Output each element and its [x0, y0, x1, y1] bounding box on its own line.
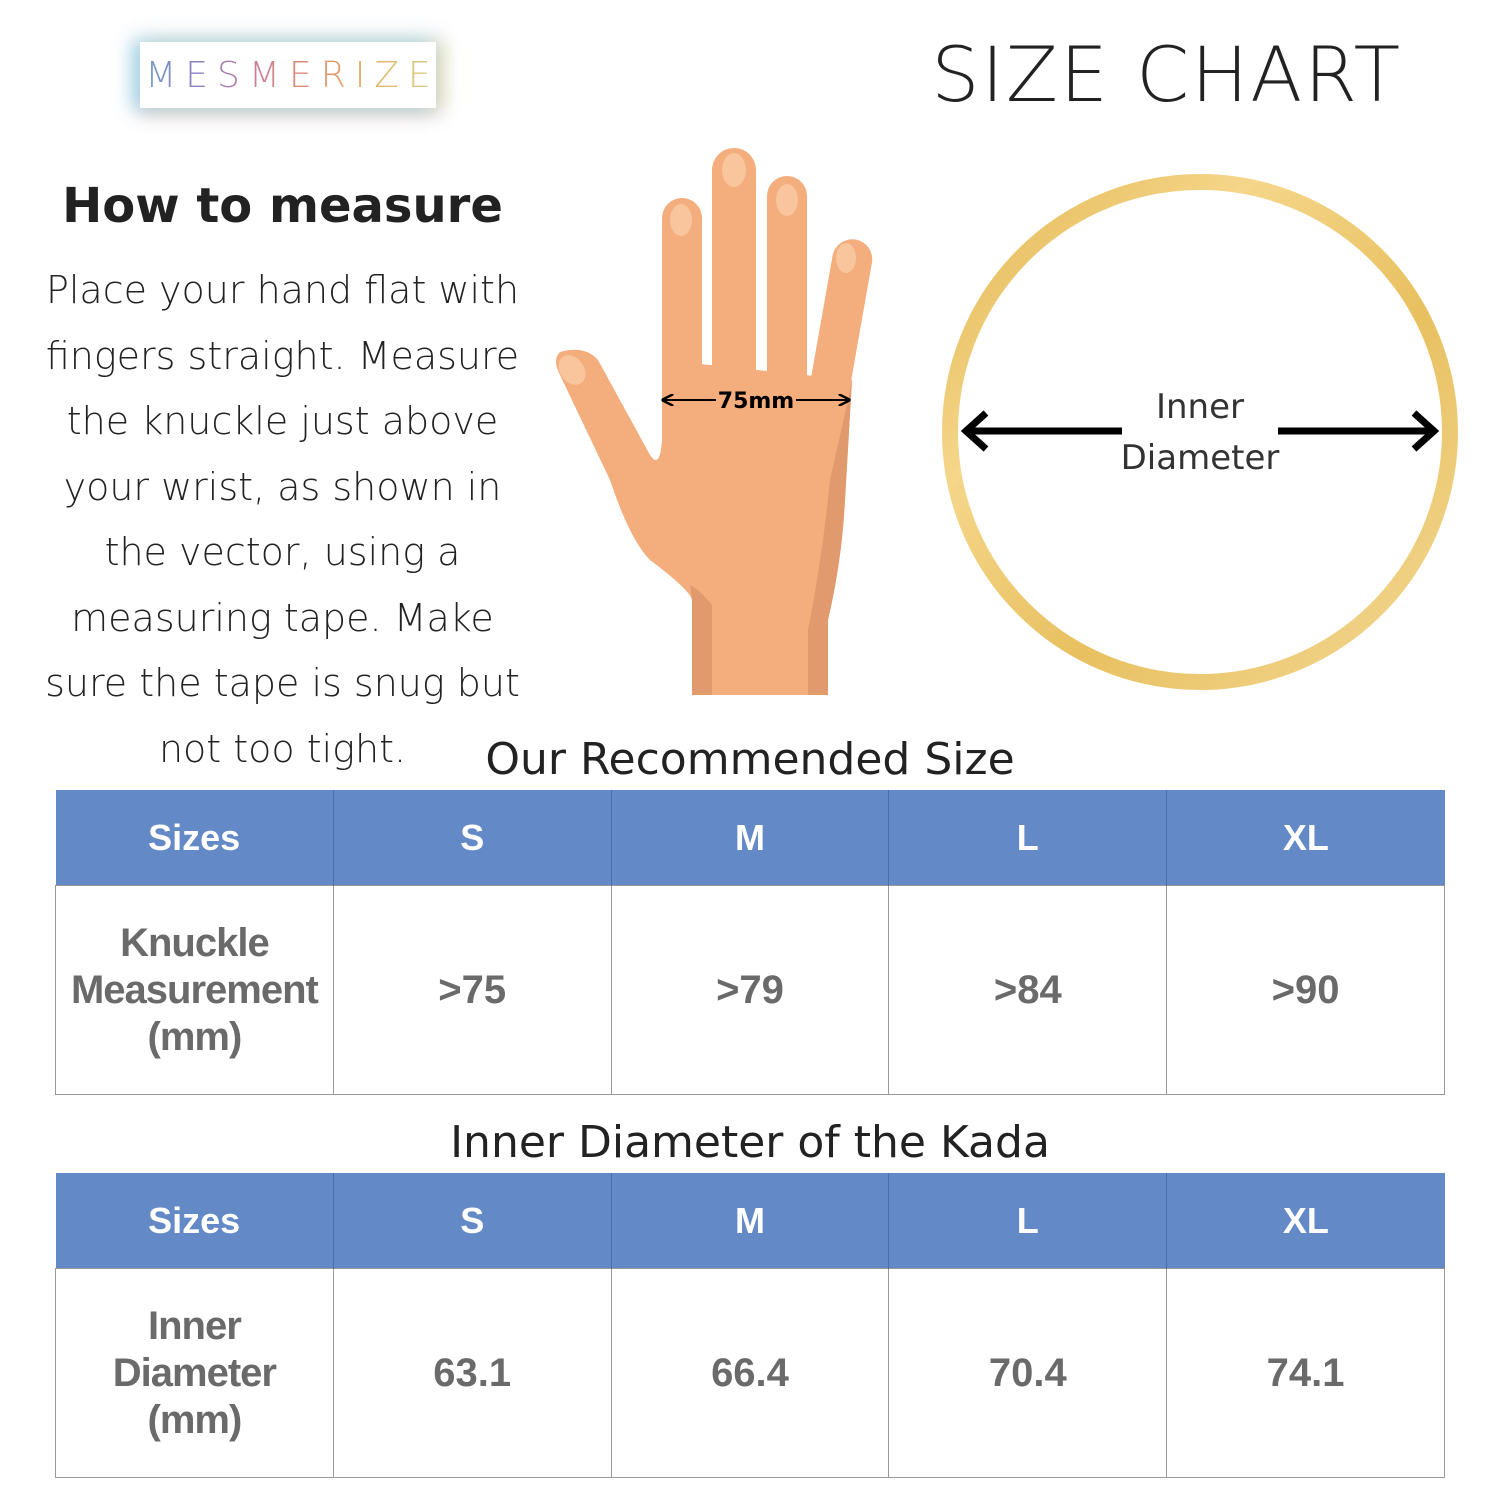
row-label-line: (mm)	[147, 1397, 243, 1442]
knuckle-measure-arrow: 75mm	[664, 389, 848, 414]
table-row: Inner Diameter (mm) 63.1 66.4 70.4 74.1	[55, 1268, 1445, 1478]
value-cell: >90	[1166, 885, 1445, 1095]
header-cell: S	[332, 790, 612, 886]
measurement-label: 75mm	[718, 389, 794, 414]
header-cell: Sizes	[55, 1173, 334, 1269]
table-header-row: Sizes S M L XL	[55, 790, 1445, 886]
table-row: Knuckle Measurement (mm) >75 >79 >84 >90	[55, 885, 1445, 1095]
header-cell: XL	[1166, 1173, 1445, 1269]
row-label: Knuckle Measurement (mm)	[55, 885, 334, 1095]
row-label: Inner Diameter (mm)	[55, 1268, 334, 1478]
logo-text: MESMERIZE	[136, 55, 440, 96]
hand-icon	[556, 148, 873, 695]
header-cell: L	[888, 1173, 1167, 1269]
ring-label-line1: Inner	[1156, 387, 1244, 427]
row-label-line: Measurement	[70, 967, 319, 1012]
header-cell: L	[888, 790, 1167, 886]
row-label-line: Inner	[148, 1303, 242, 1348]
value-cell: 63.1	[332, 1268, 612, 1478]
value-cell: >79	[610, 885, 890, 1095]
page-title: SIZE CHART	[931, 30, 1402, 119]
value-cell: 66.4	[610, 1268, 890, 1478]
table-header-row: Sizes S M L XL	[55, 1173, 1445, 1269]
value-cell: 74.1	[1166, 1268, 1445, 1478]
row-label-line: Knuckle	[120, 920, 270, 965]
brand-logo: MESMERIZE	[140, 42, 436, 108]
ring-icon: Inner Diameter	[942, 174, 1458, 690]
diameter-size-table: Sizes S M L XL Inner Diameter (mm) 63.1 66…	[55, 1173, 1445, 1478]
header-cell: M	[610, 790, 889, 886]
row-label-line: (mm)	[147, 1014, 243, 1059]
knuckle-size-table: Sizes S M L XL Knuckle Measurement (mm) >7…	[55, 790, 1445, 1095]
knuckle-table-title: Our Recommended Size	[485, 734, 1015, 785]
how-to-text: Place your hand flat with fingers straig…	[45, 268, 520, 771]
value-cell: 70.4	[888, 1268, 1168, 1478]
illustrations: 75mm Inner Diameter	[556, 148, 1458, 695]
header-cell: Sizes	[55, 790, 334, 886]
value-cell: >75	[332, 885, 612, 1095]
ring-label-line2: Diameter	[1121, 438, 1280, 478]
header-cell: XL	[1166, 790, 1445, 886]
value-cell: >84	[888, 885, 1168, 1095]
how-to-title: How to measure	[62, 178, 503, 234]
header-cell: S	[332, 1173, 612, 1269]
header-cell: M	[610, 1173, 889, 1269]
diameter-table-title: Inner Diameter of the Kada	[450, 1117, 1050, 1168]
row-label-line: Diameter	[112, 1350, 277, 1395]
